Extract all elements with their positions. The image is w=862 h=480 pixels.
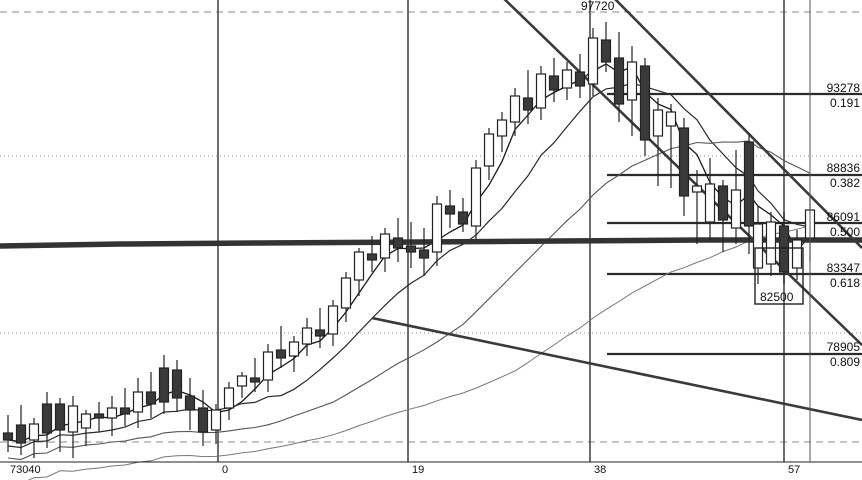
candle-body [93, 413, 105, 419]
candle-body [158, 367, 170, 403]
candle-body [678, 127, 690, 197]
downtrend-third [371, 316, 862, 422]
candle-body [418, 249, 430, 259]
candle-body [379, 233, 391, 259]
candlesticks [2, 22, 816, 458]
vertical-gridlines [217, 0, 785, 462]
candle-body [791, 239, 803, 269]
right-axis-price-label: 88836 [826, 161, 860, 175]
candle-body [522, 97, 534, 111]
candle-body [535, 73, 547, 109]
candle-body [2, 432, 14, 441]
candle-body [236, 375, 248, 387]
candle-body [730, 189, 742, 229]
x-axis-tick-label: 38 [594, 464, 607, 476]
candle-body [41, 403, 53, 434]
candle-body [132, 391, 144, 413]
candle-body [457, 211, 469, 225]
candle-body [691, 185, 703, 193]
axis-frame [0, 0, 862, 463]
candle-body [626, 61, 638, 101]
downtrend-upper [503, 0, 862, 346]
candle-body [314, 329, 326, 337]
candle-body [470, 167, 482, 227]
candle-body [765, 221, 777, 265]
candle-body [587, 37, 599, 85]
candle-body [184, 395, 196, 411]
candle-body [67, 405, 79, 433]
swing-low-annotation: 82500 [760, 290, 794, 304]
right-axis-fib-ratio-label: 0.500 [829, 225, 860, 239]
candle-body [327, 305, 339, 335]
candle-body [106, 407, 118, 419]
right-axis-price-label: 86091 [826, 210, 860, 224]
candle-body [223, 387, 235, 409]
candle-body [431, 203, 443, 253]
swing-high-annotation: 97720 [581, 0, 615, 13]
price-box [754, 247, 804, 305]
candle-body [717, 185, 729, 221]
x-axis-tick-label: 57 [788, 464, 801, 476]
candle-body [613, 57, 625, 105]
candle-body [249, 377, 261, 383]
candle-body [444, 205, 456, 215]
candle-body [561, 69, 573, 89]
candle-body [752, 223, 764, 269]
right-axis-price-label: 83347 [826, 261, 860, 275]
right-axis-fib-ratio-label: 0.809 [829, 355, 860, 369]
candle-body [574, 71, 586, 87]
candle-body [262, 351, 274, 381]
candle-body [210, 409, 222, 431]
x-axis-tick-label: 0 [222, 464, 229, 476]
candle-body [197, 407, 209, 433]
right-axis-price-label: 93278 [826, 81, 860, 95]
right-axis-fib-ratio-label: 0.191 [829, 96, 860, 110]
candle-body [119, 407, 131, 415]
candle-body [665, 111, 677, 127]
candle-body [483, 133, 495, 167]
candle-body [600, 39, 612, 63]
candle-body [743, 141, 755, 227]
candle-body [28, 423, 40, 441]
candle-body [288, 341, 300, 357]
candle-body [392, 237, 404, 249]
candle-body [275, 349, 287, 359]
candle-body [301, 327, 313, 345]
trendlines [371, 0, 862, 422]
candle-body [496, 119, 508, 137]
candle-body [639, 65, 651, 141]
candle-body [652, 109, 664, 137]
x-axis-tick-label: 73040 [10, 464, 41, 476]
candle-body [80, 413, 92, 429]
candle-body [778, 225, 790, 273]
right-axis-fib-ratio-label: 0.382 [829, 176, 860, 190]
candle-body [340, 277, 352, 309]
candle-body [145, 391, 157, 405]
mid-ma-line [7, 82, 811, 449]
candle-body [405, 245, 417, 253]
candle-body [15, 424, 27, 444]
right-axis-fib-ratio-label: 0.618 [829, 276, 860, 290]
candle-body [548, 75, 560, 91]
x-axis-tick-label: 19 [412, 464, 425, 476]
candle-body [353, 251, 365, 281]
candle-body [509, 95, 521, 123]
right-axis-price-label: 78905 [826, 340, 860, 354]
flat-ma-line [0, 237, 862, 249]
candle-body [54, 403, 66, 431]
downtrend-lower [614, 0, 862, 249]
candle-body [366, 253, 378, 261]
candle-body [171, 369, 183, 399]
price-selection-box [754, 247, 804, 305]
candle-body [704, 183, 716, 223]
moving-average-lines [0, 63, 862, 480]
